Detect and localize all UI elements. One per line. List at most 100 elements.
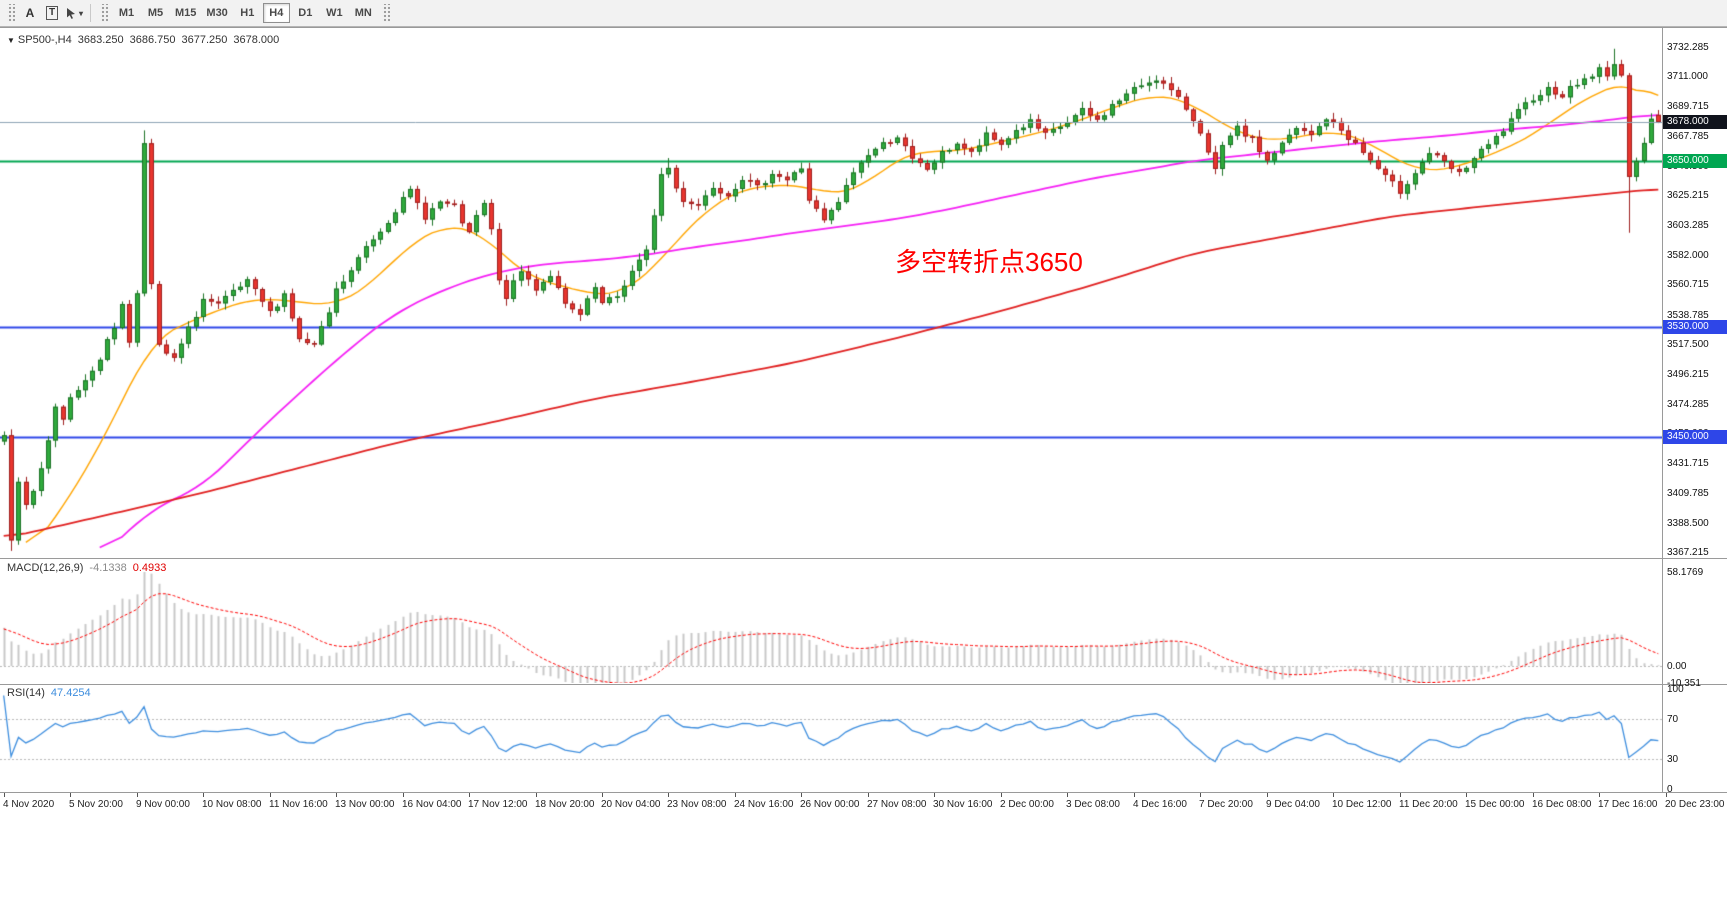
toolbar-drag-handle[interactable] xyxy=(7,4,15,22)
toolbar-separator xyxy=(90,4,91,22)
time-tick xyxy=(1267,793,1268,797)
timeframe-button-w1[interactable]: W1 xyxy=(321,3,348,23)
rsi-axis-label: 70 xyxy=(1667,713,1679,725)
time-axis-label: 30 Nov 16:00 xyxy=(933,799,993,810)
time-axis-label: 27 Nov 08:00 xyxy=(867,799,927,810)
time-axis-label: 10 Nov 08:00 xyxy=(202,799,262,810)
price-axis-label: 3689.715 xyxy=(1667,100,1709,112)
macd-panel-canvas[interactable] xyxy=(0,559,1662,683)
price-axis-label: 3388.500 xyxy=(1667,517,1709,529)
price-badge: 3530.000 xyxy=(1663,319,1727,334)
symbol-period-label: SP500-,H4 xyxy=(17,34,72,46)
time-tick xyxy=(934,793,935,797)
price-axis-label: 3474.285 xyxy=(1667,398,1709,410)
arrow-objects-tool-button[interactable]: ▾ xyxy=(63,2,85,24)
panel-separator-macd[interactable] xyxy=(0,558,1727,559)
timeframe-button-h1[interactable]: H1 xyxy=(234,3,261,23)
time-tick xyxy=(536,793,537,797)
time-axis-label: 24 Nov 16:00 xyxy=(734,799,794,810)
symbol-collapse-icon[interactable]: ▼ xyxy=(7,36,15,45)
time-axis-label: 16 Dec 08:00 xyxy=(1532,799,1592,810)
timeframe-button-m5[interactable]: M5 xyxy=(142,3,169,23)
time-axis-label: 20 Dec 23:00 xyxy=(1665,799,1725,810)
time-tick xyxy=(469,793,470,797)
top-toolbar: A T ▾ M1 M5 M15 M30 H1 H4 D1 W1 MN xyxy=(0,0,1727,27)
time-tick xyxy=(735,793,736,797)
time-axis-label: 4 Dec 16:00 xyxy=(1133,799,1187,810)
time-tick xyxy=(801,793,802,797)
price-axis-label: 3582.000 xyxy=(1667,249,1709,261)
price-axis-label: 3409.785 xyxy=(1667,488,1709,500)
time-axis-label: 16 Nov 04:00 xyxy=(402,799,462,810)
timeframe-button-h4[interactable]: H4 xyxy=(262,3,290,23)
macd-axis-label: -10.351 xyxy=(1667,677,1701,689)
time-axis-label: 11 Dec 20:00 xyxy=(1399,799,1458,810)
panel-separator-rsi[interactable] xyxy=(0,684,1727,685)
macd-axis-label: 0.00 xyxy=(1667,660,1687,672)
timeframe-button-m15[interactable]: M15 xyxy=(171,3,200,23)
rsi-axis-label: 100 xyxy=(1667,683,1684,695)
price-axis-label: 3538.785 xyxy=(1667,309,1709,321)
timeframe-button-mn[interactable]: MN xyxy=(350,3,377,23)
time-axis-label: 18 Nov 20:00 xyxy=(535,799,595,810)
time-tick xyxy=(1200,793,1201,797)
chart-ohlc-header: ▼ SP500-,H4 3683.250 3686.750 3677.250 3678.0… xyxy=(7,34,279,46)
textbox-glyph: T xyxy=(45,6,59,20)
open-value: 3683.250 xyxy=(77,34,124,46)
timeframe-button-m1[interactable]: M1 xyxy=(113,3,140,23)
macd-axis-label: 58.1769 xyxy=(1667,566,1704,578)
time-tick xyxy=(4,793,5,797)
time-axis-label: 17 Nov 12:00 xyxy=(468,799,528,810)
time-axis-label: 20 Nov 04:00 xyxy=(601,799,661,810)
pointer-arrow-icon xyxy=(66,7,75,19)
time-tick xyxy=(1666,793,1667,797)
timeframe-button-m30[interactable]: M30 xyxy=(202,3,231,23)
time-tick xyxy=(668,793,669,797)
time-axis-label: 15 Dec 00:00 xyxy=(1465,799,1525,810)
time-axis-label: 11 Nov 16:00 xyxy=(269,799,328,810)
price-badge: 3450.000 xyxy=(1663,430,1727,445)
text-label-tool-button[interactable]: A xyxy=(19,2,41,24)
rsi-axis-label: 30 xyxy=(1667,754,1679,766)
time-axis-label: 13 Nov 00:00 xyxy=(335,799,395,810)
low-value: 3677.250 xyxy=(181,34,228,46)
macd-label: MACD(12,26,9) xyxy=(7,562,84,574)
high-value: 3686.750 xyxy=(129,34,176,46)
rsi-axis-label: 0 xyxy=(1667,784,1673,796)
dropdown-caret-icon: ▾ xyxy=(78,8,83,18)
toolbar-end-handle[interactable] xyxy=(381,4,390,22)
time-axis-label: 7 Dec 20:00 xyxy=(1199,799,1253,810)
rsi-panel-canvas[interactable] xyxy=(0,685,1662,791)
macd-value: -4.1338 xyxy=(89,562,127,574)
timeframe-button-d1[interactable]: D1 xyxy=(292,3,319,23)
rsi-header: RSI(14) 47.4254 xyxy=(7,687,91,699)
rsi-label: RSI(14) xyxy=(7,687,45,699)
time-tick xyxy=(1599,793,1600,797)
time-axis-label: 3 Dec 08:00 xyxy=(1066,799,1120,810)
time-tick xyxy=(203,793,204,797)
price-axis-label: 3367.215 xyxy=(1667,546,1709,558)
time-tick xyxy=(137,793,138,797)
time-tick xyxy=(403,793,404,797)
time-axis-label: 23 Nov 08:00 xyxy=(667,799,727,810)
bid-price-badge: 3678.000 xyxy=(1663,115,1727,130)
chart-annotation-text[interactable]: 多空转折点3650 xyxy=(895,247,1083,277)
time-axis[interactable]: 4 Nov 2020 5 Nov 20:00 9 Nov 00:00 10 Nov 0… xyxy=(0,793,1727,819)
macd-header: MACD(12,26,9) -4.1338 0.4933 xyxy=(7,562,166,574)
time-axis-separator xyxy=(0,792,1727,793)
price-chart-canvas[interactable] xyxy=(0,30,1662,557)
price-axis-border xyxy=(1662,28,1663,792)
price-axis-label: 3667.785 xyxy=(1667,131,1709,143)
time-axis-label: 10 Dec 12:00 xyxy=(1332,799,1392,810)
price-axis-label: 3711.000 xyxy=(1667,71,1708,83)
price-axis-label: 3496.215 xyxy=(1667,368,1709,380)
time-tick xyxy=(1400,793,1401,797)
time-tick xyxy=(336,793,337,797)
time-tick xyxy=(1533,793,1534,797)
price-axis-label: 3517.500 xyxy=(1667,339,1709,351)
time-tick xyxy=(1001,793,1002,797)
timeframe-group-handle[interactable] xyxy=(100,4,108,22)
textbox-tool-button[interactable]: T xyxy=(41,2,63,24)
time-tick xyxy=(602,793,603,797)
rsi-value: 47.4254 xyxy=(50,687,91,699)
